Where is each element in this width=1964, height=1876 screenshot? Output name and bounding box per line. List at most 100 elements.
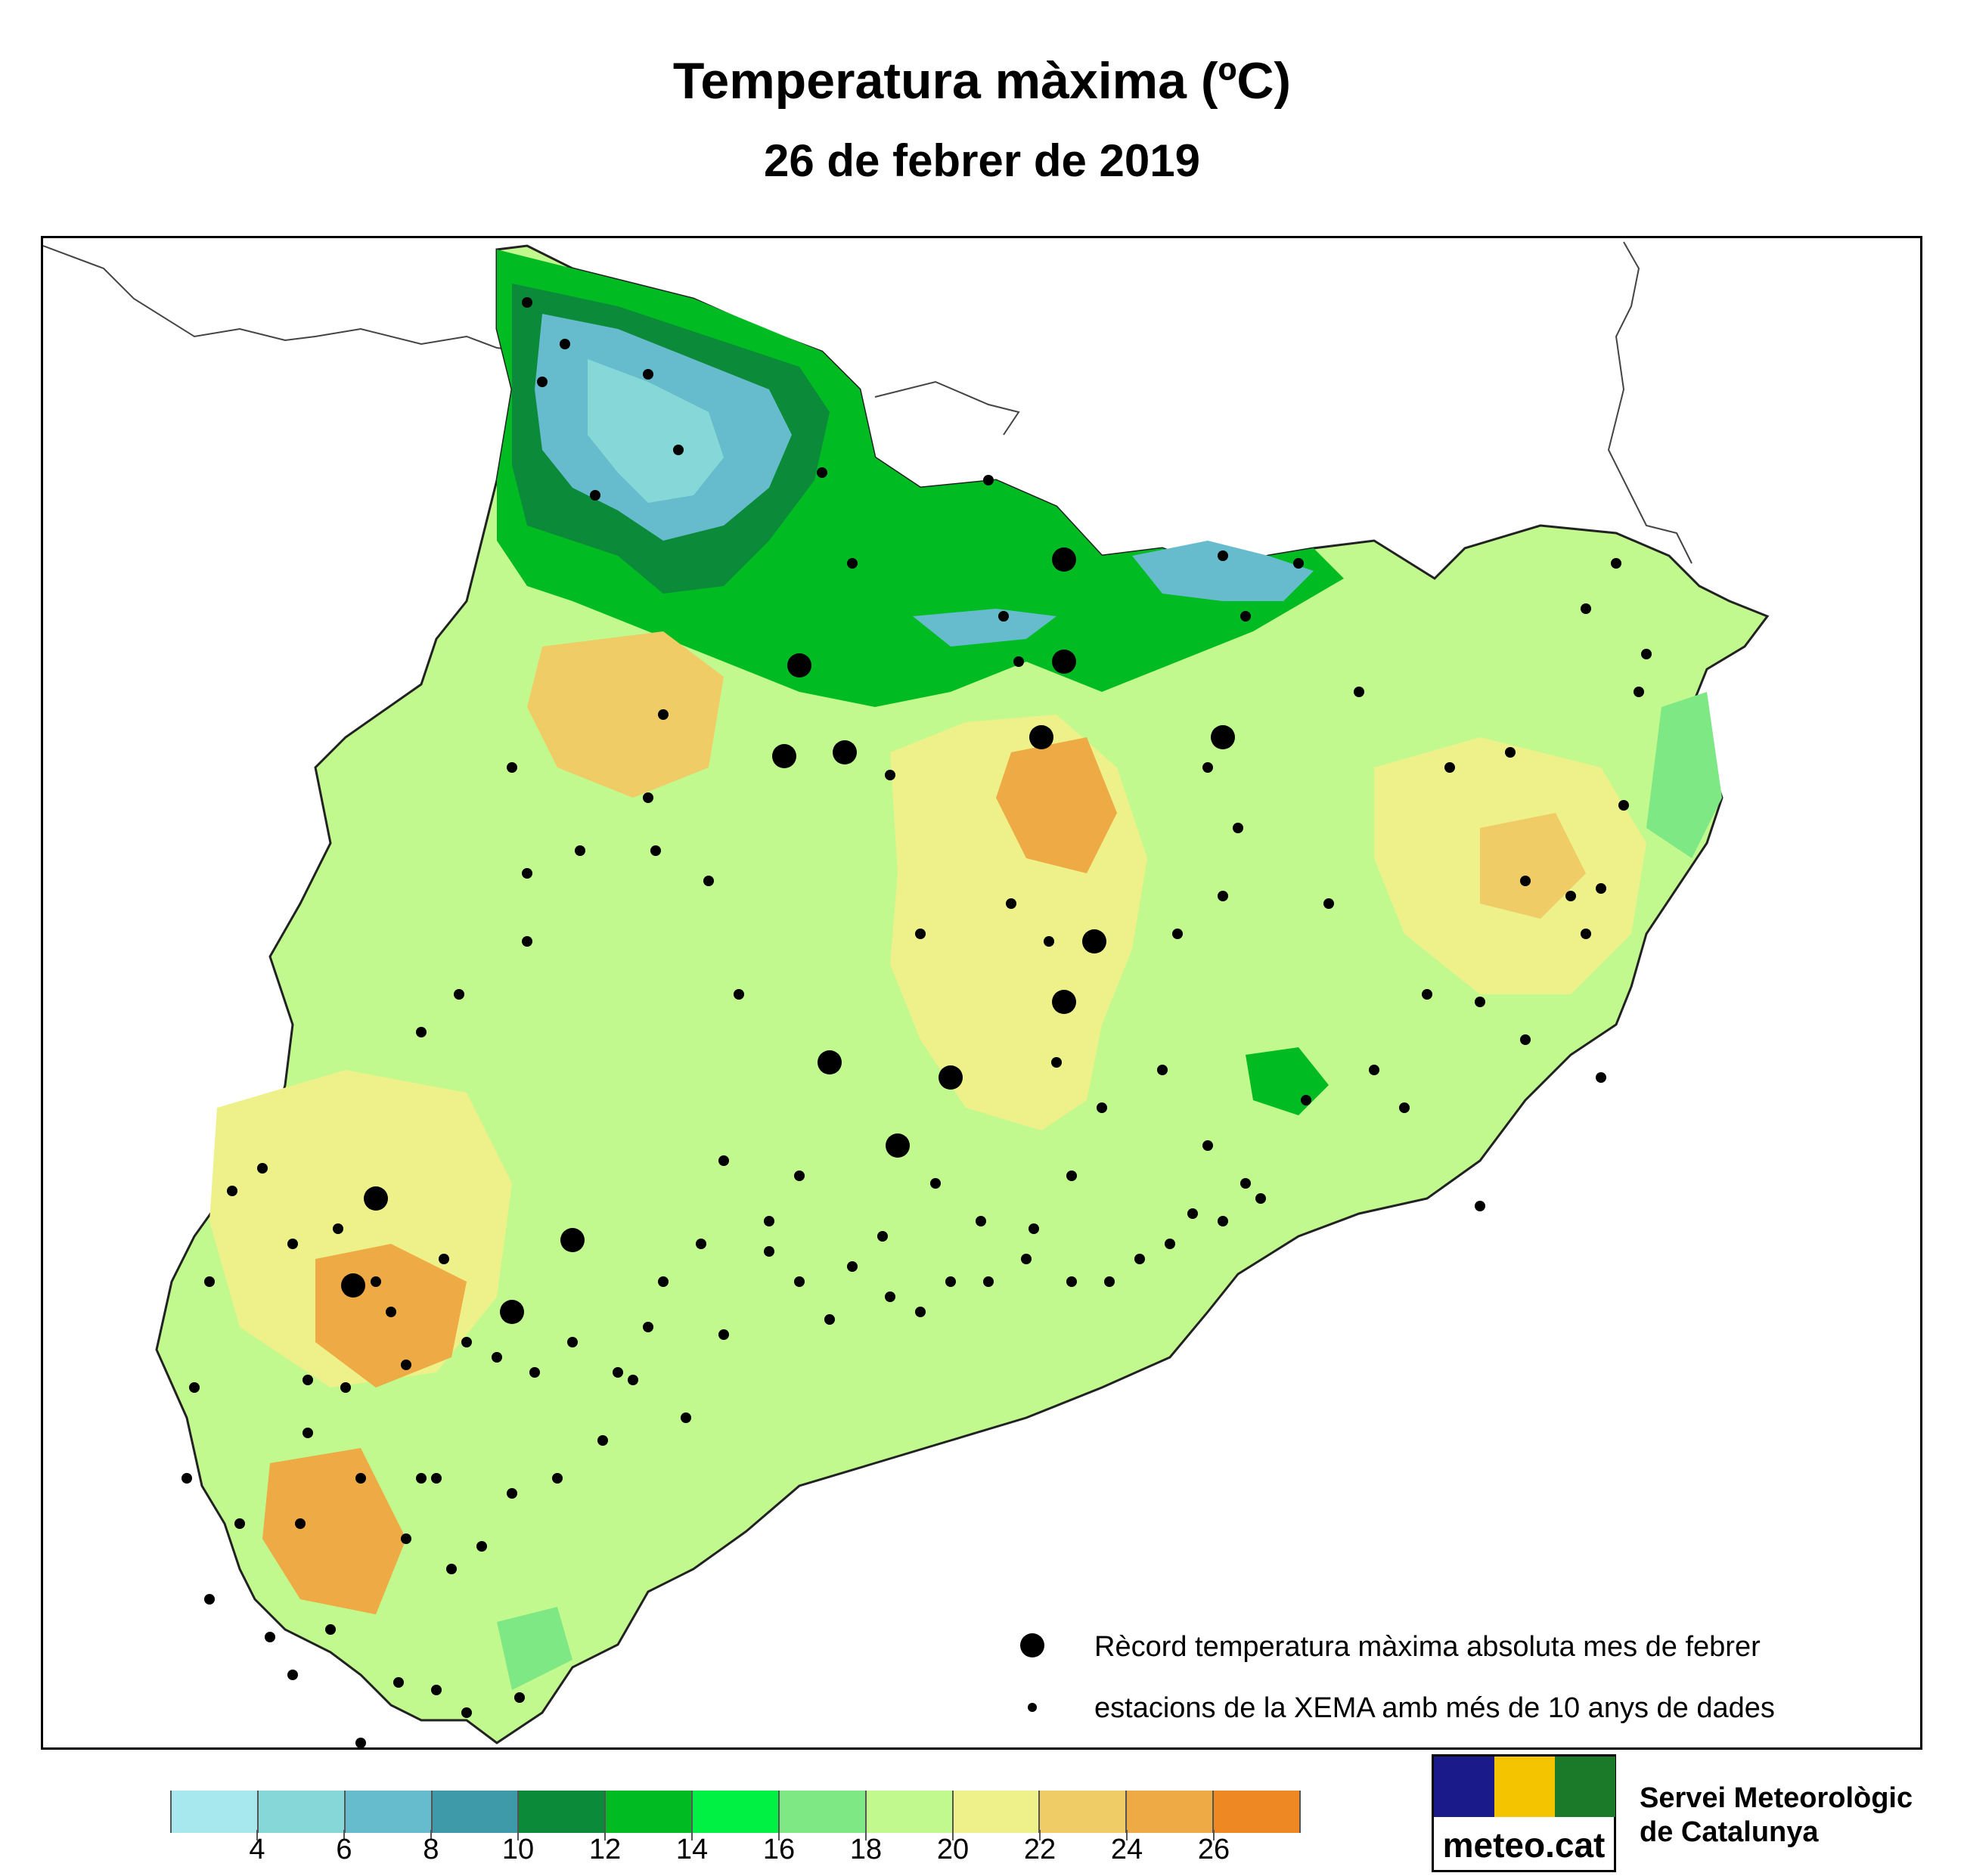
pyrenees-pale-blue-zone xyxy=(588,359,724,503)
station-marker xyxy=(439,1254,449,1264)
colorbar-tick xyxy=(430,1830,432,1840)
station-marker xyxy=(794,1276,805,1287)
station-marker xyxy=(976,1216,986,1226)
colorbar-tick-label: 22 xyxy=(1023,1834,1056,1865)
colorbar-cell xyxy=(432,1791,520,1833)
station-marker xyxy=(295,1518,306,1529)
station-marker xyxy=(930,1178,941,1189)
station-marker xyxy=(567,1337,578,1347)
station-marker xyxy=(1565,891,1576,901)
north-warm-zone xyxy=(527,631,724,798)
station-marker xyxy=(1218,1216,1228,1226)
station-marker xyxy=(1618,800,1629,811)
station-marker xyxy=(915,929,926,939)
colorbar-cell xyxy=(519,1791,607,1833)
station-marker xyxy=(257,1163,268,1174)
station-marker xyxy=(764,1216,774,1226)
station-marker xyxy=(1581,929,1591,939)
station-marker xyxy=(1202,1140,1213,1151)
station-marker xyxy=(945,1276,956,1287)
colorbar-cell xyxy=(779,1791,867,1833)
station-marker xyxy=(204,1594,215,1605)
logo-sun-icon xyxy=(1494,1757,1555,1817)
meteocat-logo: meteo.cat xyxy=(1432,1754,1616,1872)
station-marker xyxy=(1202,762,1213,773)
station-marker xyxy=(1293,558,1304,569)
station-marker xyxy=(1187,1208,1198,1219)
org-name-line2: de Catalunya xyxy=(1640,1816,1819,1848)
logo-cloud-icon xyxy=(1555,1757,1615,1817)
station-marker xyxy=(575,845,585,856)
station-marker xyxy=(658,709,669,720)
cadi-blue-zone xyxy=(913,609,1056,647)
station-marker xyxy=(401,1360,411,1370)
station-marker xyxy=(514,1692,525,1703)
record-station-marker xyxy=(500,1300,524,1324)
station-marker xyxy=(1066,1276,1077,1287)
logo-bars-icon xyxy=(1434,1757,1494,1817)
station-marker xyxy=(628,1375,638,1385)
south-warm-zone xyxy=(262,1448,406,1614)
station-marker xyxy=(303,1375,313,1385)
colorbar-cell xyxy=(866,1791,954,1833)
station-marker xyxy=(522,936,532,947)
station-marker xyxy=(386,1307,396,1317)
map-title: Temperatura màxima (ºC) xyxy=(672,52,1292,110)
station-marker xyxy=(287,1239,298,1249)
record-station-marker xyxy=(886,1133,910,1158)
station-marker xyxy=(1051,1057,1062,1068)
station-marker xyxy=(1029,1223,1039,1234)
colorbar-tick xyxy=(1213,1830,1215,1840)
station-marker xyxy=(431,1685,442,1695)
station-marker xyxy=(416,1027,427,1037)
org-name-line1: Servei Meteorològic xyxy=(1640,1782,1913,1814)
central-hot-zone xyxy=(996,737,1117,873)
catalonia-map-svg: Rècord temperatura màxima absoluta mes d… xyxy=(43,241,1775,1747)
pyrenees-blue-zone-east xyxy=(1132,541,1314,601)
record-station-marker xyxy=(341,1273,365,1298)
station-marker xyxy=(476,1541,487,1552)
station-marker xyxy=(1006,898,1016,909)
station-marker xyxy=(204,1276,215,1287)
station-marker xyxy=(1301,1095,1311,1105)
record-station-marker xyxy=(787,653,811,678)
colorbar-tick-label: 14 xyxy=(675,1834,709,1865)
station-marker xyxy=(507,762,517,773)
station-marker xyxy=(1520,876,1531,886)
record-legend-marker xyxy=(1020,1633,1044,1657)
colorbar-tick-label: 6 xyxy=(336,1834,352,1865)
station-marker xyxy=(461,1707,472,1718)
station-marker xyxy=(885,770,895,780)
station-marker xyxy=(1354,687,1364,697)
station-marker xyxy=(983,1276,994,1287)
station-legend-label: estacions de la XEMA amb més de 10 anys … xyxy=(1094,1692,1775,1724)
station-marker xyxy=(643,1322,653,1332)
station-marker xyxy=(915,1307,926,1317)
record-station-marker xyxy=(1052,650,1076,674)
colorbar-tick xyxy=(691,1830,693,1840)
station-marker xyxy=(1157,1065,1168,1075)
record-station-marker xyxy=(560,1228,585,1252)
station-marker xyxy=(1218,891,1228,901)
colorbar-tick xyxy=(1126,1830,1128,1840)
france-border-line xyxy=(43,245,528,352)
station-marker xyxy=(1520,1034,1531,1045)
station-marker xyxy=(597,1435,608,1446)
station-marker xyxy=(1641,649,1652,659)
station-marker xyxy=(507,1488,517,1499)
record-station-marker xyxy=(818,1050,842,1074)
colorbar-tick-label: 20 xyxy=(936,1834,970,1865)
station-marker xyxy=(847,1261,858,1272)
station-marker xyxy=(590,490,600,501)
east-border-line xyxy=(1607,241,1693,564)
ne-hot-zone xyxy=(1480,813,1586,919)
station-marker xyxy=(325,1624,336,1635)
station-markers xyxy=(182,297,1652,1747)
station-marker xyxy=(287,1670,298,1680)
station-marker xyxy=(718,1329,729,1340)
station-marker xyxy=(1505,747,1516,758)
station-marker xyxy=(560,339,570,349)
station-marker xyxy=(537,377,548,387)
colorbar-tick xyxy=(604,1830,606,1840)
station-marker xyxy=(522,868,532,879)
